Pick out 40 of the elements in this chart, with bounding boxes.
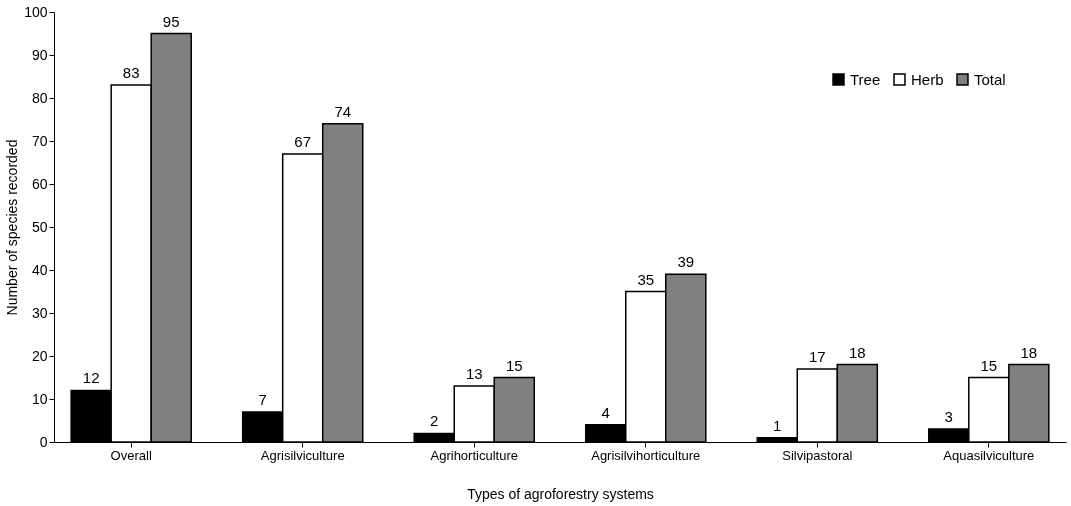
data-label: 13: [465, 365, 483, 383]
y-tick-label: 50: [31, 218, 48, 235]
data-label: 15: [980, 356, 998, 374]
y-tick-label: 20: [31, 347, 48, 364]
y-tick-label: 80: [31, 89, 48, 106]
data-label: 12: [82, 369, 100, 387]
data-label: 7: [258, 390, 267, 408]
y-axis-title: Number of species recorded: [4, 139, 21, 316]
data-label: 3: [944, 408, 953, 426]
data-label: 35: [637, 270, 655, 288]
data-label: 15: [505, 356, 523, 374]
x-tick-label: Agrisilviculture: [260, 447, 345, 463]
x-tick-label: Overall: [110, 447, 152, 463]
x-tick-label: Aquasilviculture: [943, 447, 1035, 463]
data-label: 67: [294, 132, 312, 150]
y-tick-label: 0: [39, 433, 48, 450]
data-label: 17: [808, 347, 826, 365]
x-tick-label: Silvipastoral: [782, 447, 853, 463]
y-tick-label: 30: [31, 304, 48, 321]
data-label: 1: [773, 416, 782, 434]
data-label: 2: [430, 412, 439, 430]
y-tick-label: 70: [31, 132, 48, 149]
data-label: 39: [677, 253, 695, 271]
data-label: 95: [162, 12, 180, 30]
y-tick-label: 40: [31, 261, 48, 278]
data-label: 74: [334, 102, 352, 120]
y-tick-label: 60: [31, 175, 48, 192]
y-tick-label: 10: [31, 390, 48, 407]
y-tick-label: 100: [24, 3, 48, 20]
legend-label: Total: [974, 70, 1006, 88]
data-label: 83: [122, 64, 140, 82]
data-label: 4: [601, 403, 610, 421]
x-axis-title: Types of agroforestry systems: [467, 485, 654, 502]
legend-label: Herb: [911, 70, 944, 88]
data-label: 18: [1020, 343, 1038, 361]
x-tick-label: Agrihorticulture: [430, 447, 518, 463]
data-label: 18: [848, 343, 866, 361]
y-tick-label: 90: [31, 46, 48, 63]
legend-label: Tree: [850, 70, 881, 88]
x-tick-label: Agrisilvihorticulture: [591, 447, 701, 463]
